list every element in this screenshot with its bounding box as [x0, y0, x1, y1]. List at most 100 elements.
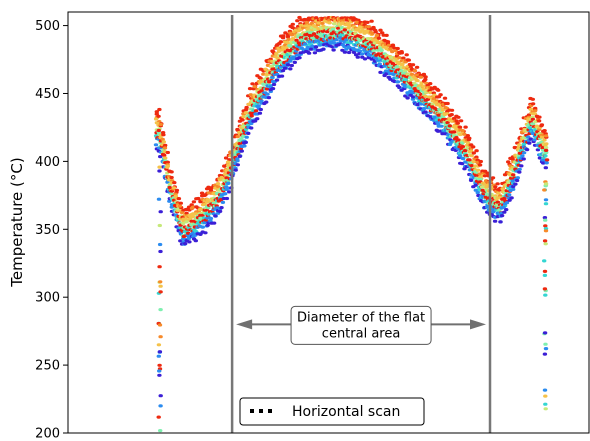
- scatter-point: [471, 151, 476, 155]
- scatter-point: [466, 138, 471, 142]
- scatter-point: [395, 80, 401, 84]
- scatter-point: [157, 323, 163, 327]
- scatter-point: [365, 20, 370, 24]
- scatter-point: [242, 144, 247, 148]
- scatter-point: [250, 82, 255, 86]
- scatter-point: [212, 183, 218, 187]
- scatter-point: [543, 166, 548, 170]
- scatter-point: [357, 49, 363, 53]
- scatter-point: [471, 145, 476, 149]
- scatter-point: [157, 165, 162, 169]
- scatter-point: [403, 85, 408, 89]
- annotation-arrow-right-head: [470, 319, 487, 330]
- scatter-point: [285, 63, 291, 67]
- scatter-point: [342, 44, 347, 49]
- scatter-point: [530, 117, 536, 121]
- scatter-point: [252, 119, 258, 123]
- scatter-point: [290, 37, 296, 41]
- scatter-point: [412, 69, 418, 73]
- scatter-point: [447, 124, 452, 128]
- scatter-point: [288, 59, 293, 63]
- scatter-point: [320, 21, 325, 25]
- scatter-point: [399, 69, 404, 73]
- scatter-point: [184, 220, 189, 224]
- scatter-point: [169, 175, 174, 180]
- scatter-point: [401, 56, 406, 60]
- scatter-point: [280, 36, 286, 40]
- scatter-point: [431, 97, 437, 101]
- scatter-point: [530, 122, 536, 126]
- scatter-point: [237, 130, 242, 135]
- scatter-point: [306, 51, 312, 55]
- scatter-point: [533, 106, 538, 110]
- scatter-point: [449, 113, 454, 117]
- scatter-point: [378, 28, 383, 32]
- scatter-point: [206, 212, 211, 216]
- scatter-point: [158, 210, 163, 214]
- scatter-point: [158, 290, 163, 294]
- scatter-point: [409, 72, 415, 76]
- scatter-point: [278, 40, 284, 44]
- scatter-point: [475, 191, 480, 195]
- scatter-point: [157, 169, 162, 173]
- scatter-point: [376, 36, 382, 40]
- scatter-point: [419, 102, 424, 106]
- scatter-point: [543, 229, 549, 233]
- scatter-point: [543, 134, 549, 138]
- scatter-point: [473, 183, 478, 187]
- scatter-point: [495, 182, 500, 186]
- scatter-point: [208, 188, 214, 192]
- scatter-point: [225, 168, 230, 172]
- scatter-point: [465, 141, 471, 145]
- scatter-point: [366, 25, 372, 29]
- scatter-point: [282, 66, 288, 70]
- scatter-point: [498, 220, 503, 224]
- scatter-point: [493, 185, 498, 189]
- scatter-point: [541, 161, 546, 165]
- scatter-point: [158, 284, 163, 288]
- scatter-point: [514, 178, 520, 183]
- scatter-point: [181, 221, 186, 226]
- scatter-point: [475, 168, 481, 172]
- scatter-point: [527, 126, 533, 130]
- scatter-point: [243, 140, 248, 144]
- scatter-point: [274, 52, 279, 56]
- scatter-point: [160, 131, 166, 135]
- scatter-point: [520, 154, 525, 158]
- plot-frame: [67, 11, 590, 434]
- scatter-point: [291, 55, 297, 59]
- scatter-point: [208, 216, 214, 221]
- scatter-point: [542, 331, 548, 335]
- scatter-point: [313, 45, 319, 49]
- scatter-point: [206, 206, 211, 210]
- annotation-text-line-1: Diameter of the flat: [297, 310, 425, 325]
- scatter-point: [530, 131, 535, 136]
- scatter-point: [249, 121, 254, 126]
- scatter-point: [249, 114, 254, 118]
- scatter-point: [509, 196, 514, 200]
- scatter-point: [158, 122, 163, 127]
- scatter-point: [542, 188, 547, 192]
- scatter-point: [289, 63, 294, 68]
- scatter-point: [247, 87, 253, 91]
- scatter-point: [280, 69, 286, 73]
- scatter-points-layer: [153, 15, 550, 433]
- scatter-point: [263, 67, 268, 71]
- scatter-point: [543, 198, 549, 202]
- scatter-point: [403, 69, 408, 73]
- scatter-point: [385, 40, 391, 44]
- scatter-point: [460, 145, 466, 149]
- scatter-point: [524, 148, 530, 152]
- scatter-point: [312, 51, 318, 55]
- scatter-point: [297, 15, 302, 20]
- scatter-point: [394, 65, 399, 69]
- scatter-point: [344, 47, 349, 51]
- scatter-point: [462, 167, 467, 171]
- scatter-point: [202, 203, 207, 207]
- scatter-point: [158, 308, 163, 312]
- scatter-point: [544, 142, 549, 146]
- scatter-point: [156, 415, 161, 419]
- scatter-point: [162, 153, 167, 157]
- scatter-point: [370, 31, 375, 36]
- scatter-point: [163, 156, 168, 160]
